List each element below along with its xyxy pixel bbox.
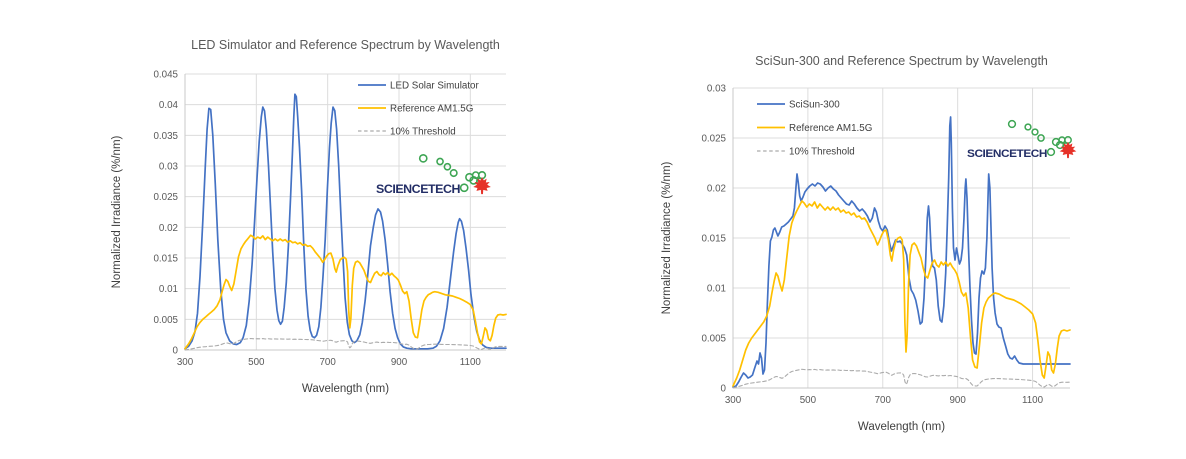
y-tick-label: 0.03 xyxy=(159,162,179,173)
legend-label: LED Solar Simulator xyxy=(390,81,479,92)
scisun-chart-plot-area: 0 0.005 0.01 0.015 0.02 0.025 0.03 300 500 700 900… xyxy=(701,84,1077,406)
logo-circle-icon xyxy=(1031,128,1039,136)
led-chart-plot-area: 0 0.005 0.01 0.015 0.02 0.025 0.03 0.035 0.04 0.0… xyxy=(153,70,507,368)
maple-leaf-icon xyxy=(1059,141,1077,159)
y-tick-label: 0.045 xyxy=(153,70,178,81)
legend-label: 10% Threshold xyxy=(390,127,456,138)
logo-circle-icon xyxy=(449,169,458,178)
y-axis-title: Normalized Irradiance (%/nm) xyxy=(661,161,673,315)
x-tick-label: 900 xyxy=(949,395,966,406)
x-tick-label: 700 xyxy=(319,357,336,368)
series-line-led-solar-simulator xyxy=(184,93,507,350)
x-tick-label: 1100 xyxy=(460,357,482,368)
y-tick-label: 0 xyxy=(721,384,727,395)
x-tick-label: 300 xyxy=(177,357,194,368)
sciencetech-logo: SCIENCETECH xyxy=(967,119,1077,160)
y-tick-label: 0.015 xyxy=(701,234,726,245)
sciencetech-logo-text: SCIENCETECH xyxy=(376,184,460,196)
series-line-reference-am1-5g xyxy=(732,200,1071,387)
logo-circle-icon xyxy=(1037,134,1045,142)
chart-title: SciSun-300 and Reference Spectrum by Wav… xyxy=(755,54,1048,68)
x-tick-label: 300 xyxy=(725,395,742,406)
y-tick-label: 0.01 xyxy=(159,284,178,295)
y-tick-label: 0.025 xyxy=(153,192,178,203)
y-tick-label: 0.04 xyxy=(159,100,179,111)
x-axis-title: Wavelength (nm) xyxy=(857,421,946,433)
led-simulator-chart: 0 0.005 0.01 0.015 0.02 0.025 0.03 0.035 0.04 0.0… xyxy=(100,28,540,420)
logo-circle-icon xyxy=(418,153,428,163)
y-axis-title: Normalized Irradiance (%/nm) xyxy=(111,135,123,289)
y-tick-label: 0.02 xyxy=(159,223,178,234)
x-axis-title: Wavelength (nm) xyxy=(301,383,390,395)
sciencetech-logo: SCIENCETECH xyxy=(376,153,491,196)
legend-label: SciSun-300 xyxy=(789,100,840,111)
y-tick-label: 0.025 xyxy=(701,134,726,145)
y-tick-label: 0.01 xyxy=(707,284,726,295)
y-tick-label: 0.035 xyxy=(153,131,178,142)
logo-circle-icon xyxy=(436,157,444,166)
logo-circle-icon xyxy=(459,183,469,193)
x-tick-label: 900 xyxy=(391,357,408,368)
logo-circle-icon xyxy=(1046,147,1056,157)
y-tick-label: 0 xyxy=(173,346,179,357)
legend-label: Reference AM1.5G xyxy=(390,104,473,115)
y-tick-label: 0.005 xyxy=(153,315,178,326)
y-tick-label: 0.02 xyxy=(707,184,726,195)
legend-label: Reference AM1.5G xyxy=(789,123,872,134)
x-tick-label: 700 xyxy=(875,395,892,406)
x-tick-label: 1100 xyxy=(1022,395,1044,406)
chart-title: LED Simulator and Reference Spectrum by … xyxy=(191,38,500,52)
scisun-300-chart: 0 0.005 0.01 0.015 0.02 0.025 0.03 300 500 700 900… xyxy=(645,45,1090,445)
y-tick-label: 0.03 xyxy=(707,84,727,95)
series-line-10-threshold xyxy=(184,337,507,351)
logo-circle-icon xyxy=(1024,123,1032,131)
series-line-10-threshold xyxy=(732,368,1071,389)
y-tick-label: 0.015 xyxy=(153,254,178,265)
y-tick-label: 0.005 xyxy=(701,334,726,345)
x-tick-label: 500 xyxy=(800,395,817,406)
sciencetech-logo-text: SCIENCETECH xyxy=(967,148,1047,160)
legend-label: 10% Threshold xyxy=(789,147,855,158)
logo-circle-icon xyxy=(1007,119,1017,129)
series-line-reference-am1-5g xyxy=(184,234,507,350)
x-tick-label: 500 xyxy=(248,357,265,368)
maple-leaf-icon xyxy=(473,177,491,195)
logo-circle-icon xyxy=(443,162,452,171)
